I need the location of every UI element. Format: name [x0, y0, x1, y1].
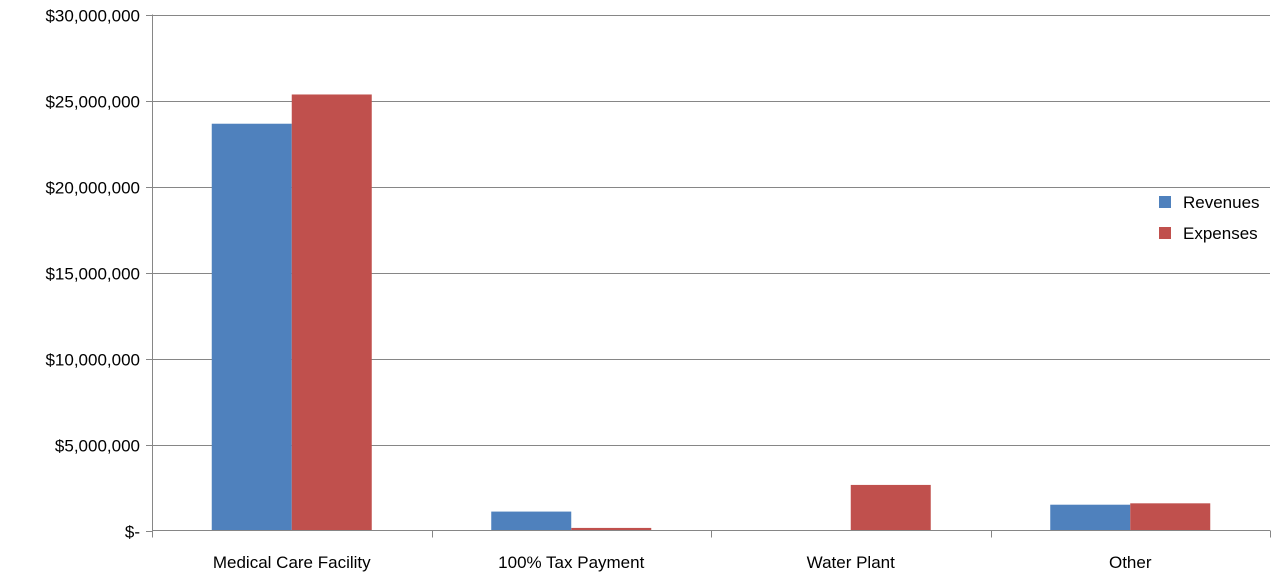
bar-expenses-100-tax-payment	[571, 527, 652, 531]
x-tick-label: Other	[1109, 553, 1152, 572]
bar-expenses-medical-care-facility	[291, 94, 372, 531]
legend-label-revenues: Revenues	[1183, 193, 1260, 212]
x-tick-label: Medical Care Facility	[213, 553, 371, 572]
y-tick-label: $20,000,000	[45, 179, 140, 198]
legend-swatch-revenues	[1159, 196, 1171, 208]
bar-expenses-water-plant	[850, 484, 931, 531]
legend-swatch-expenses	[1159, 227, 1171, 239]
y-tick-label: $10,000,000	[45, 351, 140, 370]
y-tick-label: $5,000,000	[55, 437, 140, 456]
y-tick-label: $15,000,000	[45, 265, 140, 284]
x-tick-label: 100% Tax Payment	[498, 553, 644, 572]
y-axis-tick-labels: $- $5,000,000 $10,000,000 $15,000,000 $20,00…	[45, 7, 140, 542]
x-axis-tick-labels: Medical Care Facility 100% Tax Payment Wat…	[213, 553, 1152, 572]
axes	[146, 14, 1271, 538]
x-tick-label: Water Plant	[807, 553, 895, 572]
bar-expenses-other	[1130, 503, 1211, 531]
legend-label-expenses: Expenses	[1183, 224, 1258, 243]
bar-revenues-medical-care-facility	[211, 123, 292, 531]
bars	[211, 94, 1211, 531]
bar-revenues-other	[1050, 504, 1131, 531]
y-tick-label: $-	[125, 523, 140, 542]
legend: Revenues Expenses	[1159, 193, 1260, 243]
y-tick-label: $30,000,000	[45, 7, 140, 26]
y-tick-label: $25,000,000	[45, 93, 140, 112]
bar-revenues-100-tax-payment	[491, 511, 572, 531]
